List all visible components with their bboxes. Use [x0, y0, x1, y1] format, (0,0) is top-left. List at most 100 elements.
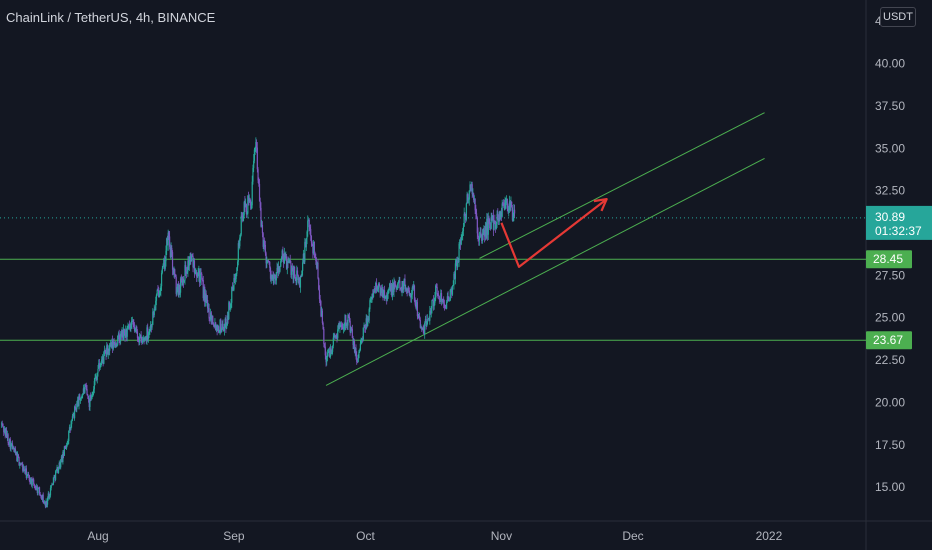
- candle-body: [174, 269, 176, 275]
- candle-body: [16, 452, 18, 462]
- candle-body: [406, 289, 408, 292]
- candle-body: [124, 333, 126, 338]
- candle-body: [367, 319, 370, 321]
- candle-body: [33, 484, 36, 488]
- candle-body: [255, 141, 257, 148]
- candle-body: [258, 180, 260, 184]
- candle-body: [273, 274, 275, 284]
- candle-body: [60, 456, 63, 460]
- candle-body: [462, 231, 464, 235]
- candle-body: [492, 215, 495, 230]
- candle-body: [75, 408, 77, 410]
- candle-body: [244, 202, 246, 208]
- candle-body: [49, 495, 51, 498]
- candle-body: [17, 454, 19, 462]
- candle-body: [485, 226, 487, 236]
- projection-arrow[interactable]: [500, 198, 608, 268]
- candle-body: [280, 257, 283, 262]
- candle-body: [238, 243, 240, 247]
- candle-body: [470, 184, 473, 186]
- candle-body: [460, 237, 462, 245]
- candle-body: [318, 289, 321, 300]
- trend-line-lower[interactable]: [325, 157, 765, 386]
- candle-body: [212, 323, 215, 325]
- candle-body: [421, 327, 424, 330]
- candle-body: [272, 275, 275, 284]
- candle-body: [503, 204, 505, 206]
- candle-body: [432, 299, 434, 301]
- currency-button[interactable]: USDT: [880, 7, 916, 27]
- candle-body: [242, 217, 244, 222]
- candle-body: [277, 267, 279, 273]
- candle-body: [98, 363, 101, 368]
- candle-body: [179, 278, 182, 293]
- candle-body: [506, 198, 508, 209]
- trend-line-upper[interactable]: [479, 112, 765, 259]
- candle-body: [202, 280, 204, 299]
- candle-body: [47, 493, 49, 499]
- candle-body: [153, 309, 155, 315]
- candle-body: [210, 312, 212, 321]
- candle-body: [188, 260, 190, 266]
- candle-body: [209, 312, 212, 320]
- candle-body: [235, 273, 237, 279]
- candle-body: [60, 459, 62, 468]
- candle-body: [496, 213, 498, 225]
- candle-body: [117, 335, 119, 345]
- candle-body: [103, 350, 106, 353]
- price-tick-label: 40.00: [875, 57, 905, 71]
- candle-body: [509, 201, 511, 207]
- candle-body: [264, 240, 266, 245]
- candle-body: [226, 315, 228, 326]
- candle-body: [103, 352, 105, 364]
- candle-body: [112, 342, 114, 349]
- candle-body: [86, 388, 88, 395]
- candle-body: [36, 486, 38, 490]
- candle-body: [3, 427, 5, 433]
- candle-body: [351, 328, 353, 330]
- candle-body: [180, 278, 182, 281]
- candle-body: [315, 257, 317, 261]
- candle-body: [67, 441, 69, 443]
- candle-body: [444, 307, 446, 309]
- candle-body: [185, 271, 188, 274]
- candle-body: [375, 282, 378, 290]
- candle-body: [74, 406, 76, 409]
- price-tick-label: 15.00: [875, 480, 905, 494]
- candle-body: [151, 324, 153, 328]
- candle-body: [133, 324, 135, 327]
- candle-body: [336, 335, 338, 339]
- candle-body: [345, 315, 347, 327]
- candle-body: [164, 261, 166, 269]
- candle-body: [213, 324, 215, 328]
- candle-body: [341, 326, 343, 327]
- price-label-box: [866, 250, 912, 269]
- candle-body: [448, 300, 450, 302]
- candle-body: [290, 263, 292, 275]
- candle-body: [285, 256, 287, 258]
- candle-body: [82, 394, 84, 396]
- candle-body: [331, 351, 333, 354]
- candle-body: [169, 236, 171, 247]
- candle-body: [293, 266, 295, 280]
- price-axis-bg: [866, 0, 932, 550]
- candle-body: [84, 384, 86, 393]
- candle-body: [289, 260, 291, 264]
- candle-body: [347, 314, 349, 326]
- candle-body: [4, 428, 6, 436]
- candle-body: [219, 319, 221, 333]
- candle-body: [196, 272, 198, 277]
- candle-body: [76, 400, 79, 404]
- chart-title: ChainLink / TetherUS, 4h, BINANCE: [6, 10, 216, 25]
- candle-body: [361, 339, 363, 340]
- candle-body: [298, 278, 300, 281]
- candle-body: [150, 324, 152, 329]
- candle-body: [95, 377, 98, 380]
- candle-body: [48, 493, 50, 498]
- candle-body: [240, 215, 242, 235]
- candle-body: [96, 372, 98, 380]
- candle-body: [277, 266, 280, 273]
- candle-body: [391, 284, 394, 297]
